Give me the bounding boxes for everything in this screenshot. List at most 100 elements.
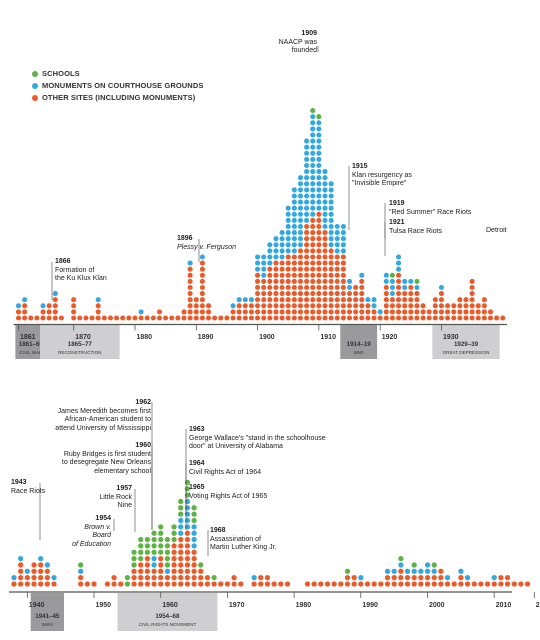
annotation-1909: 1909 NAACP was founded <box>257 30 317 56</box>
school-dot <box>151 543 157 549</box>
other-dot <box>304 297 310 303</box>
courthouse-dot <box>316 205 322 211</box>
courthouse-dot <box>444 575 451 581</box>
other-dot <box>408 303 414 309</box>
other-dot <box>351 575 357 581</box>
schools-swatch <box>32 71 38 77</box>
other-dot <box>426 315 432 321</box>
other-dot <box>304 260 310 266</box>
annotation-1963: 1963 George Wallace's "stand in the scho… <box>189 426 326 452</box>
other-dot <box>199 309 205 315</box>
x-tick-label: 1960 <box>162 602 178 609</box>
other-dot <box>273 297 279 303</box>
other-dot <box>310 230 316 236</box>
other-dot <box>297 254 304 260</box>
courthouse-dot <box>371 297 377 303</box>
annotation-line: door" at University of Alabama <box>189 443 283 450</box>
other-dot <box>432 303 438 309</box>
courthouse-dot <box>285 242 291 248</box>
other-dot <box>469 297 475 303</box>
other-dot <box>316 260 322 266</box>
other-dot <box>285 309 291 315</box>
other-dot <box>211 581 217 587</box>
other-dot <box>158 562 164 568</box>
other-dot <box>291 272 297 278</box>
other-dot <box>322 272 328 278</box>
other-dot <box>131 575 137 581</box>
other-dot <box>171 581 177 587</box>
other-dot <box>408 284 414 291</box>
other-dot <box>331 581 337 587</box>
other-dot <box>310 254 316 260</box>
courthouse-dot <box>273 242 279 248</box>
courthouse-dot <box>184 517 191 524</box>
other-dot <box>414 303 420 309</box>
courthouse-dot <box>279 242 285 248</box>
other-dot <box>518 581 524 587</box>
courthouse-dot <box>346 278 353 284</box>
other-dot <box>408 315 414 321</box>
other-dot <box>340 291 346 297</box>
x-tick-label: 1900 <box>259 334 275 341</box>
courthouse-dot <box>408 278 414 284</box>
other-dot <box>324 581 331 587</box>
courthouse-dot <box>304 175 310 181</box>
annotation-year: 1919 <box>389 200 405 207</box>
other-dot <box>198 568 204 574</box>
other-dot <box>199 278 205 284</box>
other-dot <box>340 260 346 266</box>
other-dot <box>191 581 197 587</box>
courthouse-dot <box>11 575 17 581</box>
other-dot <box>15 309 22 315</box>
other-dot <box>364 581 371 587</box>
other-dot <box>267 272 273 278</box>
other-dot <box>464 581 471 587</box>
courthouse-dot <box>402 284 408 291</box>
other-dot <box>255 284 261 291</box>
annotation-line: George Wallace's "stand in the schoolhou… <box>189 434 326 442</box>
other-dot <box>383 315 389 321</box>
other-dot <box>193 315 199 321</box>
other-dot <box>328 315 334 321</box>
other-dot <box>178 562 184 568</box>
courthouse-dot <box>316 126 322 132</box>
legend-label-schools: SCHOOLS <box>42 69 80 78</box>
other-dot <box>426 309 432 315</box>
other-dot <box>273 303 279 309</box>
other-dot <box>340 272 346 278</box>
other-dot <box>291 266 297 272</box>
school-dot <box>78 562 84 568</box>
period-band <box>30 593 64 631</box>
other-dot <box>304 309 310 315</box>
annotation-line: of Education <box>72 540 111 548</box>
x-tick-label: 2000 <box>429 602 445 609</box>
courthouse-dot <box>285 217 291 223</box>
other-dot <box>487 315 494 321</box>
courthouse-dot <box>267 248 273 254</box>
other-dot <box>181 315 187 321</box>
other-dot <box>187 303 193 309</box>
school-dot <box>164 555 171 562</box>
other-dot <box>258 581 264 587</box>
courthouse-dot <box>138 309 144 315</box>
courthouse-dot <box>191 530 197 536</box>
annotation-line: African-American student to <box>64 416 151 423</box>
other-dot <box>18 562 24 568</box>
other-dot <box>126 315 132 321</box>
other-dot <box>471 581 477 587</box>
courthouse-dot <box>334 242 340 248</box>
x-tick-label: 2010 <box>496 602 512 609</box>
other-dot <box>304 284 310 291</box>
other-dot <box>199 260 205 266</box>
courthouse-dot <box>285 223 291 230</box>
other-dot <box>445 303 451 309</box>
courthouse-dot <box>340 230 346 236</box>
other-dot <box>205 309 212 315</box>
other-dot <box>340 315 346 321</box>
x-tick-label: 1950 <box>96 602 112 609</box>
other-dot <box>178 549 184 555</box>
other-dot <box>187 266 193 272</box>
other-dot <box>432 297 438 303</box>
other-dot <box>328 248 334 254</box>
